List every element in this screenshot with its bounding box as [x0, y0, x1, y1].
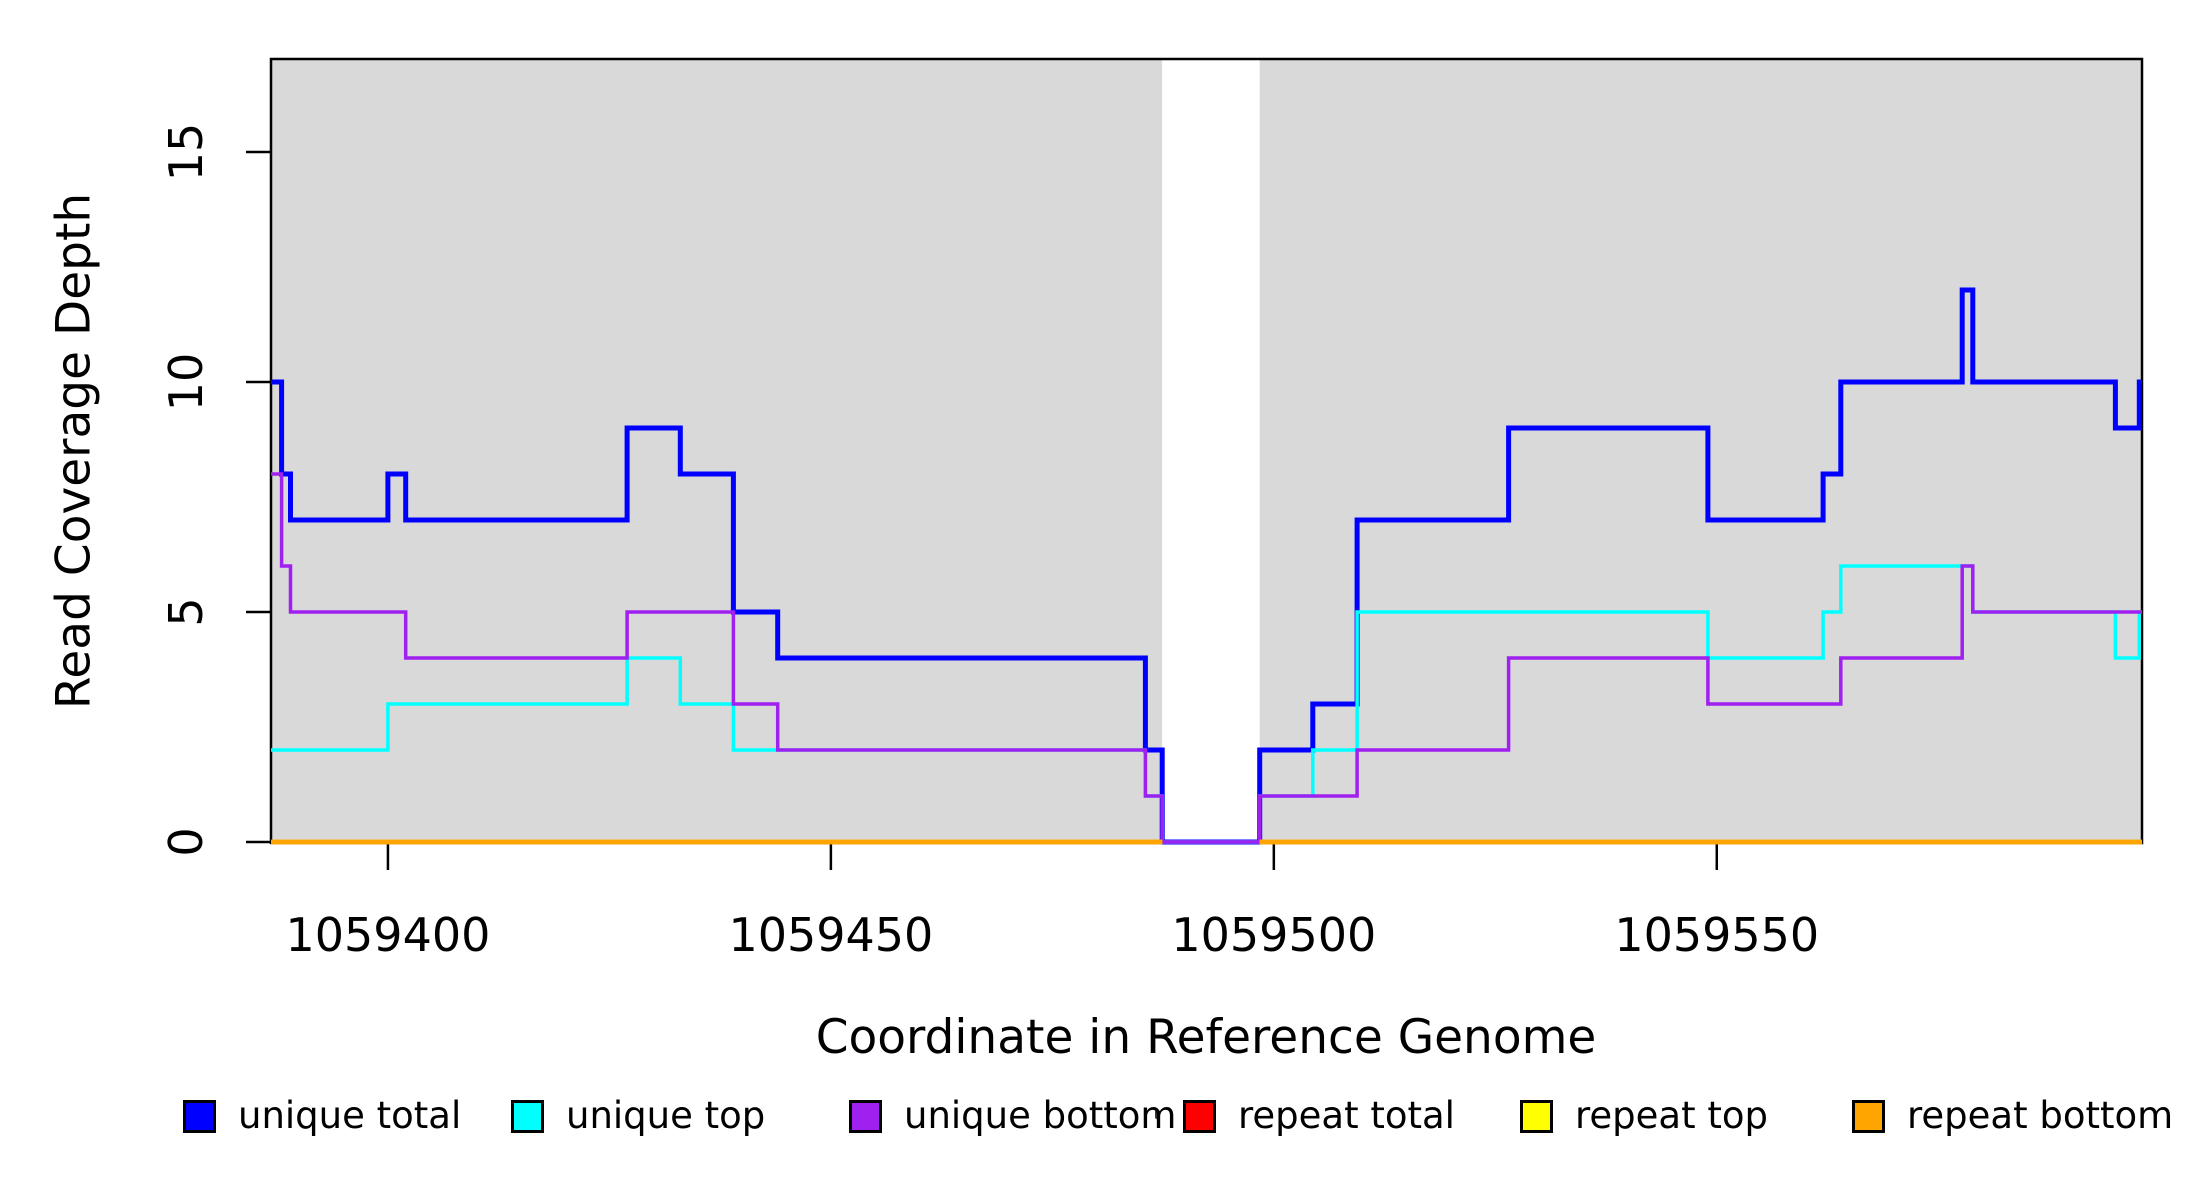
unique-total-swatch-icon [183, 1099, 216, 1133]
plot-background-left [271, 59, 1163, 843]
y-tick-label: 0 [159, 827, 213, 856]
legend-item-unique-top: unique top [511, 1096, 765, 1136]
y-tick-label: 5 [159, 597, 213, 626]
legend-item-unique-total: unique total [183, 1096, 461, 1136]
legend-item-unique-bottom: unique bottom [849, 1096, 1176, 1136]
legend-item-repeat-top: repeat top [1520, 1096, 1768, 1136]
stray-mark [1155, 1110, 1160, 1119]
legend-label: repeat top [1575, 1094, 1768, 1137]
legend-label: repeat total [1238, 1094, 1455, 1137]
repeat-top-swatch-icon [1520, 1099, 1553, 1133]
legend-label: unique total [238, 1094, 462, 1137]
series-unique-bottom [271, 472, 2142, 844]
legend-item-repeat-bottom: repeat bottom [1852, 1096, 2173, 1136]
legend-label: unique bottom [904, 1094, 1177, 1137]
x-tick-label: 1059550 [1614, 908, 1819, 962]
y-tick-label: 15 [159, 123, 213, 182]
unique-top-swatch-icon [511, 1099, 544, 1133]
plot-background-right [1259, 59, 2142, 843]
legend-label: unique top [566, 1094, 766, 1137]
legend-label: repeat bottom [1907, 1094, 2174, 1137]
series-group [271, 287, 2142, 845]
repeat-bottom-swatch-icon [1852, 1099, 1885, 1133]
x-tick-label: 1059400 [286, 908, 491, 962]
unique-bottom-swatch-icon [849, 1099, 882, 1133]
x-tick-label: 1059500 [1171, 908, 1376, 962]
repeat-total-swatch-icon [1183, 1099, 1216, 1133]
y-axis-title: Read Coverage Depth [46, 192, 102, 710]
plot-background-gap [1162, 59, 1260, 843]
y-tick-label: 10 [159, 353, 213, 412]
x-tick-label: 1059450 [728, 908, 933, 962]
x-axis-title: Coordinate in Reference Genome [815, 1010, 1597, 1065]
legend-item-repeat-total: repeat total [1183, 1096, 1455, 1136]
